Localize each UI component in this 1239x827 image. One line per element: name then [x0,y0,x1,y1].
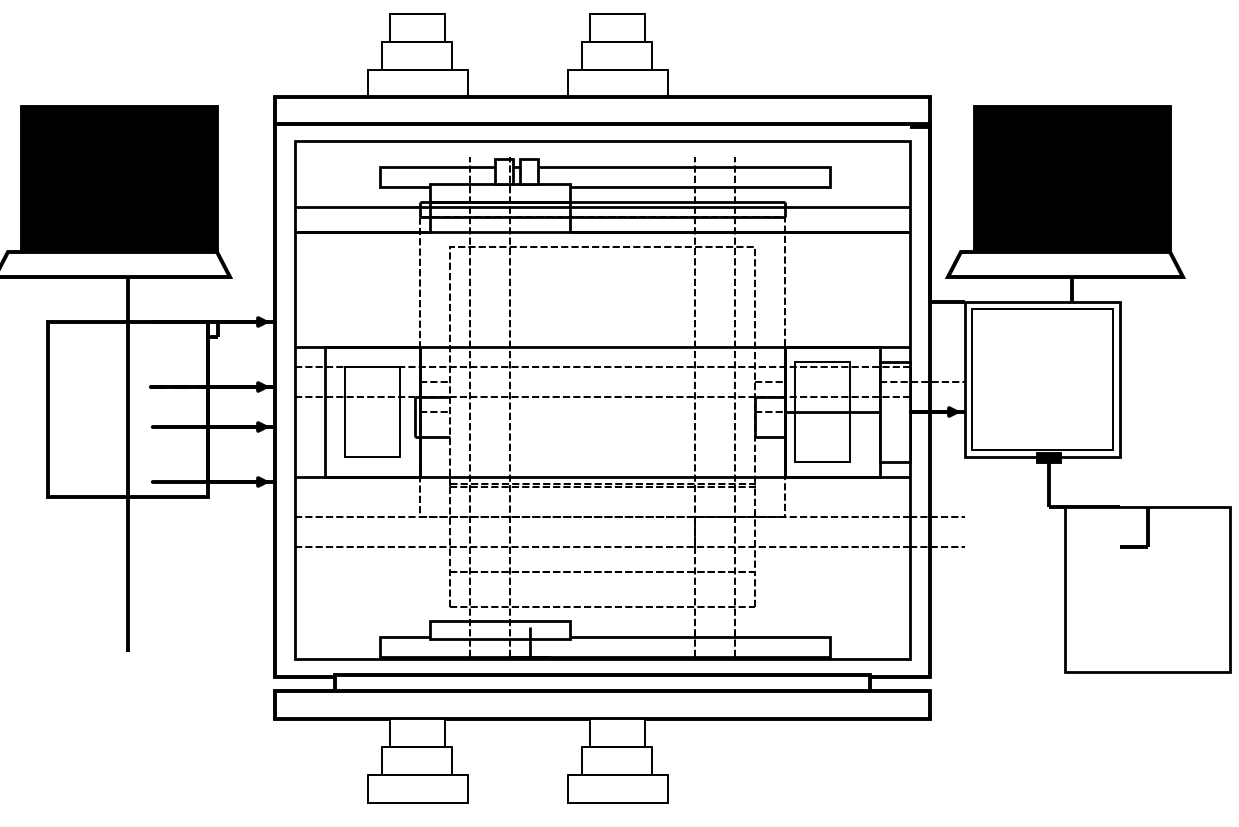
Bar [382,747,452,775]
Bar [795,362,850,462]
Bar [430,184,570,203]
Bar [965,303,1120,457]
Bar [368,775,468,803]
Bar [973,309,1113,451]
Bar [567,775,668,803]
Bar [786,347,880,477]
Bar [368,71,468,99]
Bar [325,347,420,477]
Bar [420,218,786,518]
Bar [380,168,830,188]
Bar [275,691,930,719]
Bar [380,638,830,657]
Bar [567,71,668,99]
Bar [582,747,652,775]
Bar [582,43,652,71]
Bar [275,125,930,677]
Bar [335,126,870,158]
Bar [590,719,646,747]
Bar [390,719,445,747]
Bar [22,108,217,253]
Bar [335,675,870,697]
Bar [496,160,513,184]
Bar [275,98,930,128]
Bar [295,141,909,659]
Bar [1066,508,1230,672]
Bar [975,108,1170,253]
Bar [390,15,445,43]
Bar [880,362,909,462]
Bar [344,367,400,457]
Bar [430,621,570,639]
Bar [1038,455,1061,462]
Polygon shape [948,253,1183,278]
Bar [450,485,755,572]
Polygon shape [0,253,230,278]
Bar [520,160,538,184]
Bar [450,248,755,487]
Bar [590,15,646,43]
Bar [48,323,208,497]
Bar [382,43,452,71]
